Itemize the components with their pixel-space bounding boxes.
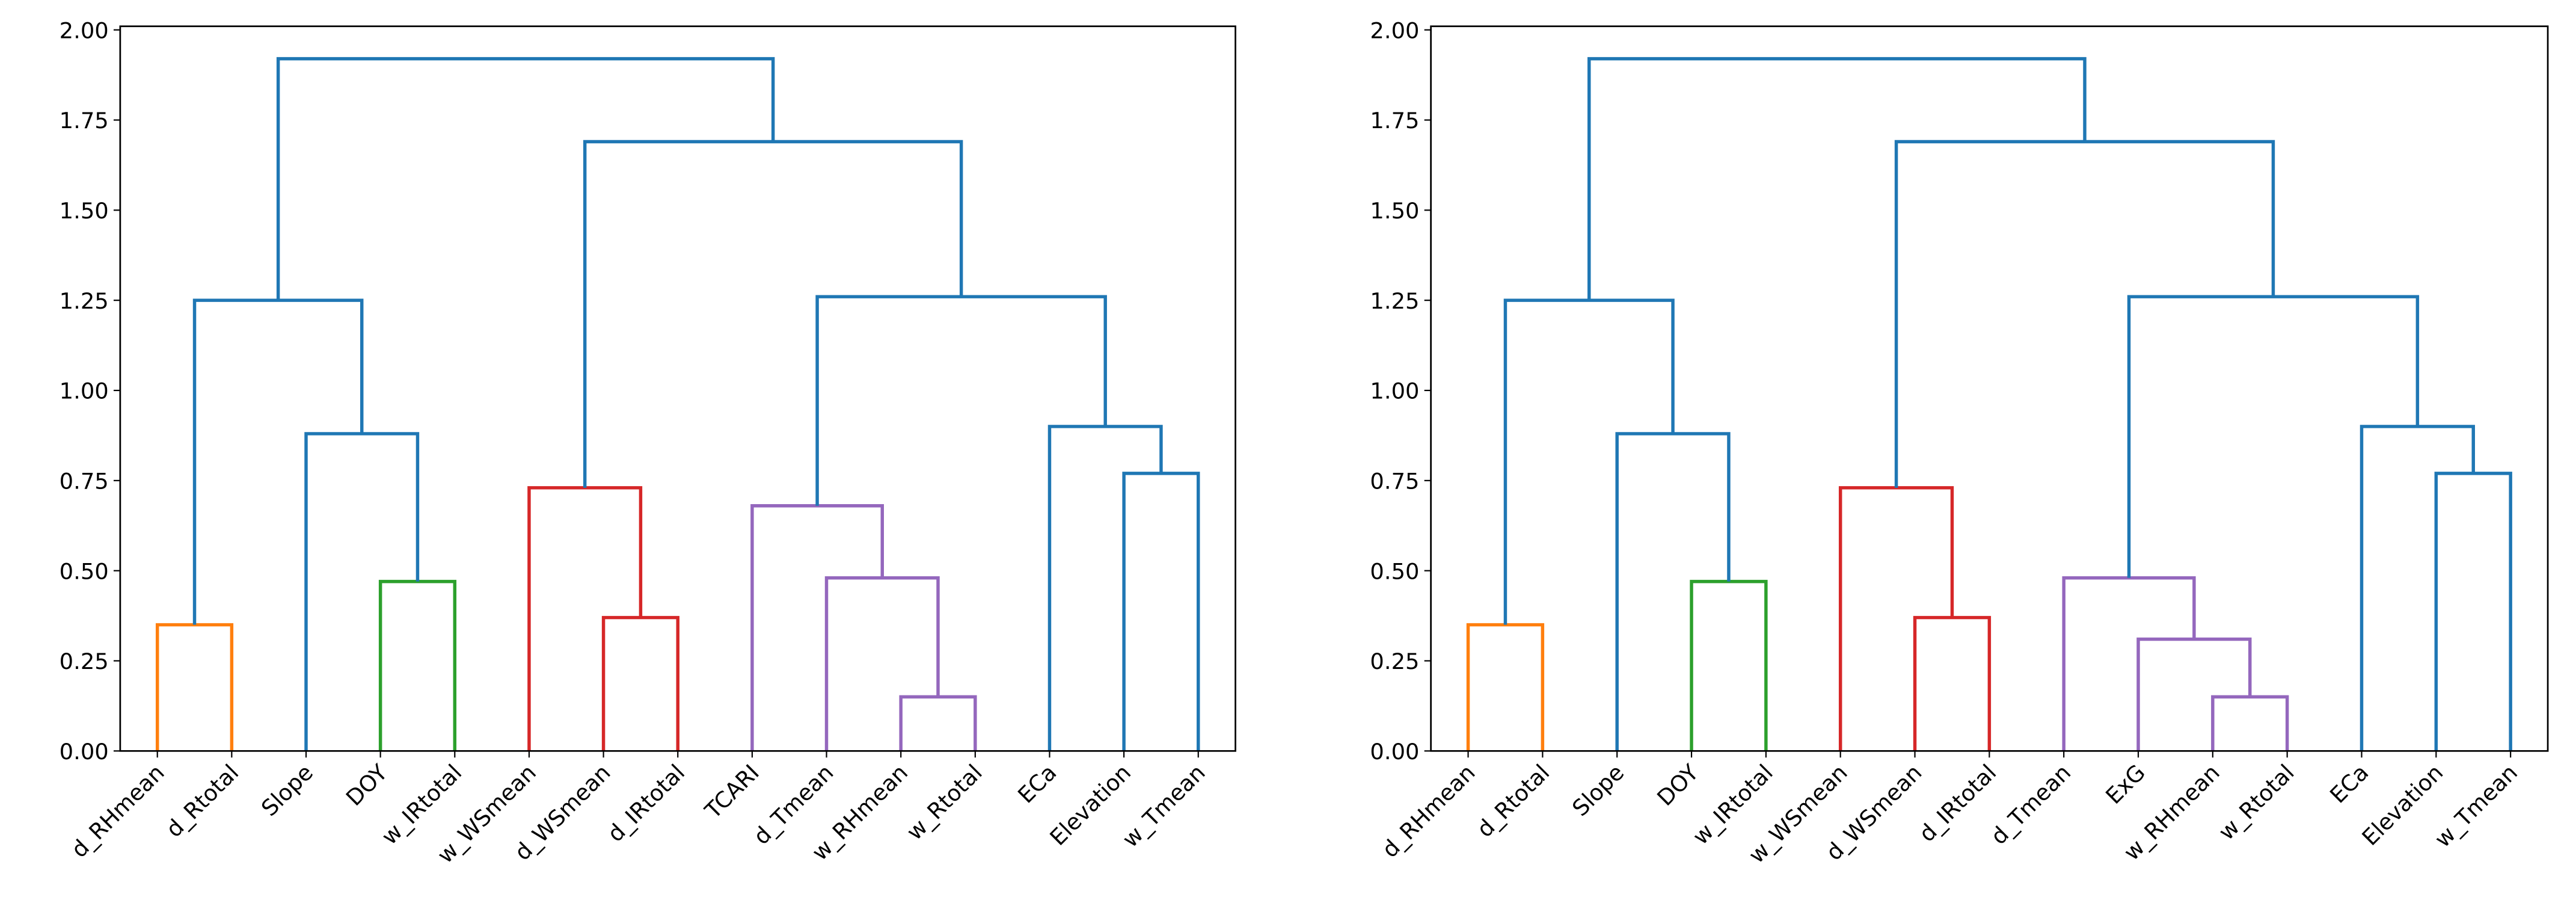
- link: [2062, 576, 2196, 751]
- x-tick-label: d_RHmean: [66, 760, 170, 863]
- x-tick-label: ExG: [2101, 760, 2150, 809]
- y-tick-label: 1.75: [60, 108, 109, 134]
- x-tick-label: DOY: [341, 759, 393, 811]
- link: [192, 298, 364, 625]
- link: [1894, 140, 2275, 488]
- y-tick-label: 0.25: [60, 649, 109, 674]
- y-tick-label: 0.75: [1370, 468, 1419, 494]
- link: [1690, 579, 1768, 751]
- link: [899, 695, 977, 751]
- x-tick-label: w_Rtotal: [2213, 760, 2299, 845]
- link: [601, 615, 679, 751]
- link: [2211, 695, 2289, 751]
- link: [2136, 637, 2252, 751]
- plot-frame: [1430, 25, 2549, 752]
- y-tick-label: 1.25: [60, 288, 109, 314]
- y-tick-label: 1.50: [60, 198, 109, 224]
- x-tick-label: d_IRtotal: [603, 760, 690, 847]
- y-tick-label: 2.00: [60, 17, 109, 43]
- plot-frame: [119, 25, 1236, 752]
- link: [583, 140, 963, 488]
- x-tick-label: d_RHmean: [1377, 760, 1480, 863]
- link: [1913, 615, 1992, 751]
- link: [2434, 472, 2512, 751]
- y-tick-label: 0.00: [1370, 739, 1419, 765]
- link: [1122, 472, 1200, 751]
- link: [1503, 298, 1675, 625]
- y-tick-label: 1.50: [1370, 198, 1419, 224]
- x-tick-label: d_Tmean: [1986, 760, 2076, 850]
- x-tick-label: d_Rtotal: [1472, 760, 1555, 843]
- x-tick-label: Slope: [256, 760, 318, 822]
- y-tick-label: 0.50: [1370, 558, 1419, 584]
- link: [2360, 425, 2475, 751]
- link: [527, 486, 643, 751]
- x-tick-label: TCARI: [700, 760, 764, 824]
- x-tick-label: d_Rtotal: [161, 760, 244, 843]
- y-tick-label: 2.00: [1370, 17, 1419, 43]
- link: [378, 579, 457, 751]
- y-tick-label: 0.00: [60, 739, 109, 765]
- link: [155, 623, 234, 751]
- y-tick-label: 1.00: [60, 378, 109, 404]
- y-tick-label: 1.00: [1370, 378, 1419, 404]
- link: [1587, 57, 2087, 301]
- y-tick-label: 0.75: [60, 468, 109, 494]
- x-tick-label: DOY: [1652, 759, 1704, 811]
- y-tick-label: 0.25: [1370, 649, 1419, 674]
- link: [276, 57, 775, 301]
- link: [1047, 425, 1163, 751]
- link: [1466, 623, 1545, 751]
- y-tick-label: 1.25: [1370, 288, 1419, 314]
- link: [1615, 432, 1731, 751]
- y-tick-label: 0.50: [60, 558, 109, 584]
- link: [824, 576, 940, 751]
- y-tick-label: 1.75: [1370, 108, 1419, 134]
- link: [750, 504, 884, 751]
- x-tick-label: Slope: [1568, 760, 1630, 822]
- x-tick-label: ECa: [2325, 760, 2373, 809]
- x-tick-label: w_Rtotal: [901, 760, 987, 845]
- link: [2127, 295, 2420, 578]
- link: [1838, 486, 1954, 751]
- x-tick-label: ECa: [1013, 760, 1061, 809]
- link: [304, 432, 420, 751]
- link: [815, 295, 1107, 506]
